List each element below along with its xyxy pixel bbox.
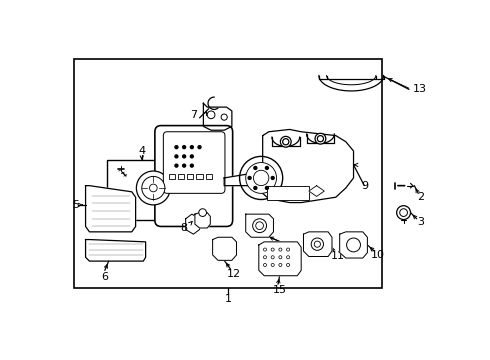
Circle shape [400,209,408,216]
Polygon shape [186,214,199,234]
Polygon shape [263,130,354,203]
Polygon shape [213,237,237,260]
Circle shape [183,145,186,149]
Polygon shape [245,214,273,237]
Circle shape [314,241,320,247]
Circle shape [266,166,269,170]
Circle shape [221,114,227,120]
Text: 13: 13 [413,84,427,94]
Circle shape [315,133,326,144]
Circle shape [283,139,289,145]
Polygon shape [259,242,301,276]
Text: 14: 14 [288,244,302,255]
Circle shape [207,111,215,119]
Circle shape [175,164,178,167]
Circle shape [264,248,267,251]
Bar [187,174,194,179]
Circle shape [190,155,194,158]
Text: 1: 1 [224,294,232,304]
Circle shape [271,176,274,180]
Circle shape [264,264,267,266]
Polygon shape [340,232,368,258]
Circle shape [254,186,257,189]
Bar [267,186,309,199]
Circle shape [318,136,323,142]
Circle shape [287,264,290,266]
Circle shape [279,248,282,251]
Polygon shape [195,213,210,228]
Circle shape [183,164,186,167]
Circle shape [190,145,194,149]
Circle shape [271,256,274,259]
Circle shape [271,264,274,266]
Bar [196,174,203,179]
Circle shape [142,176,165,199]
Circle shape [253,219,267,233]
Circle shape [311,238,323,250]
Polygon shape [86,239,146,261]
Text: 7: 7 [190,110,197,120]
Circle shape [240,156,283,199]
Text: 2: 2 [417,192,424,202]
Text: 8: 8 [181,223,188,233]
Text: 3: 3 [417,217,424,227]
Text: 10: 10 [371,250,385,260]
Circle shape [256,222,264,230]
Circle shape [190,164,194,167]
Polygon shape [303,232,332,256]
Text: 9: 9 [361,181,368,191]
Circle shape [246,163,276,193]
Polygon shape [309,186,324,197]
Circle shape [175,145,178,149]
Text: 5: 5 [72,200,79,210]
Circle shape [266,186,269,189]
Polygon shape [224,166,264,189]
Bar [206,174,212,179]
Circle shape [136,171,171,205]
Text: 12: 12 [226,269,241,279]
Circle shape [198,145,201,149]
Circle shape [287,248,290,251]
Circle shape [149,184,157,192]
Circle shape [183,155,186,158]
Circle shape [287,256,290,259]
Bar [74,59,382,288]
Circle shape [279,264,282,266]
Polygon shape [86,186,136,232]
Circle shape [199,209,206,216]
Circle shape [280,136,291,147]
Circle shape [279,256,282,259]
Bar [107,160,176,220]
Text: 11: 11 [331,251,345,261]
FancyBboxPatch shape [155,126,233,226]
Circle shape [254,166,257,170]
Polygon shape [203,103,232,130]
Circle shape [346,238,361,252]
Circle shape [397,206,411,220]
Bar [169,174,175,179]
Text: 15: 15 [272,285,287,294]
Circle shape [248,176,251,180]
Bar [178,174,184,179]
Text: 6: 6 [101,271,108,282]
Circle shape [175,155,178,158]
Circle shape [253,170,269,186]
Circle shape [271,248,274,251]
Circle shape [264,256,267,259]
FancyBboxPatch shape [163,132,225,193]
Text: 4: 4 [138,146,146,156]
